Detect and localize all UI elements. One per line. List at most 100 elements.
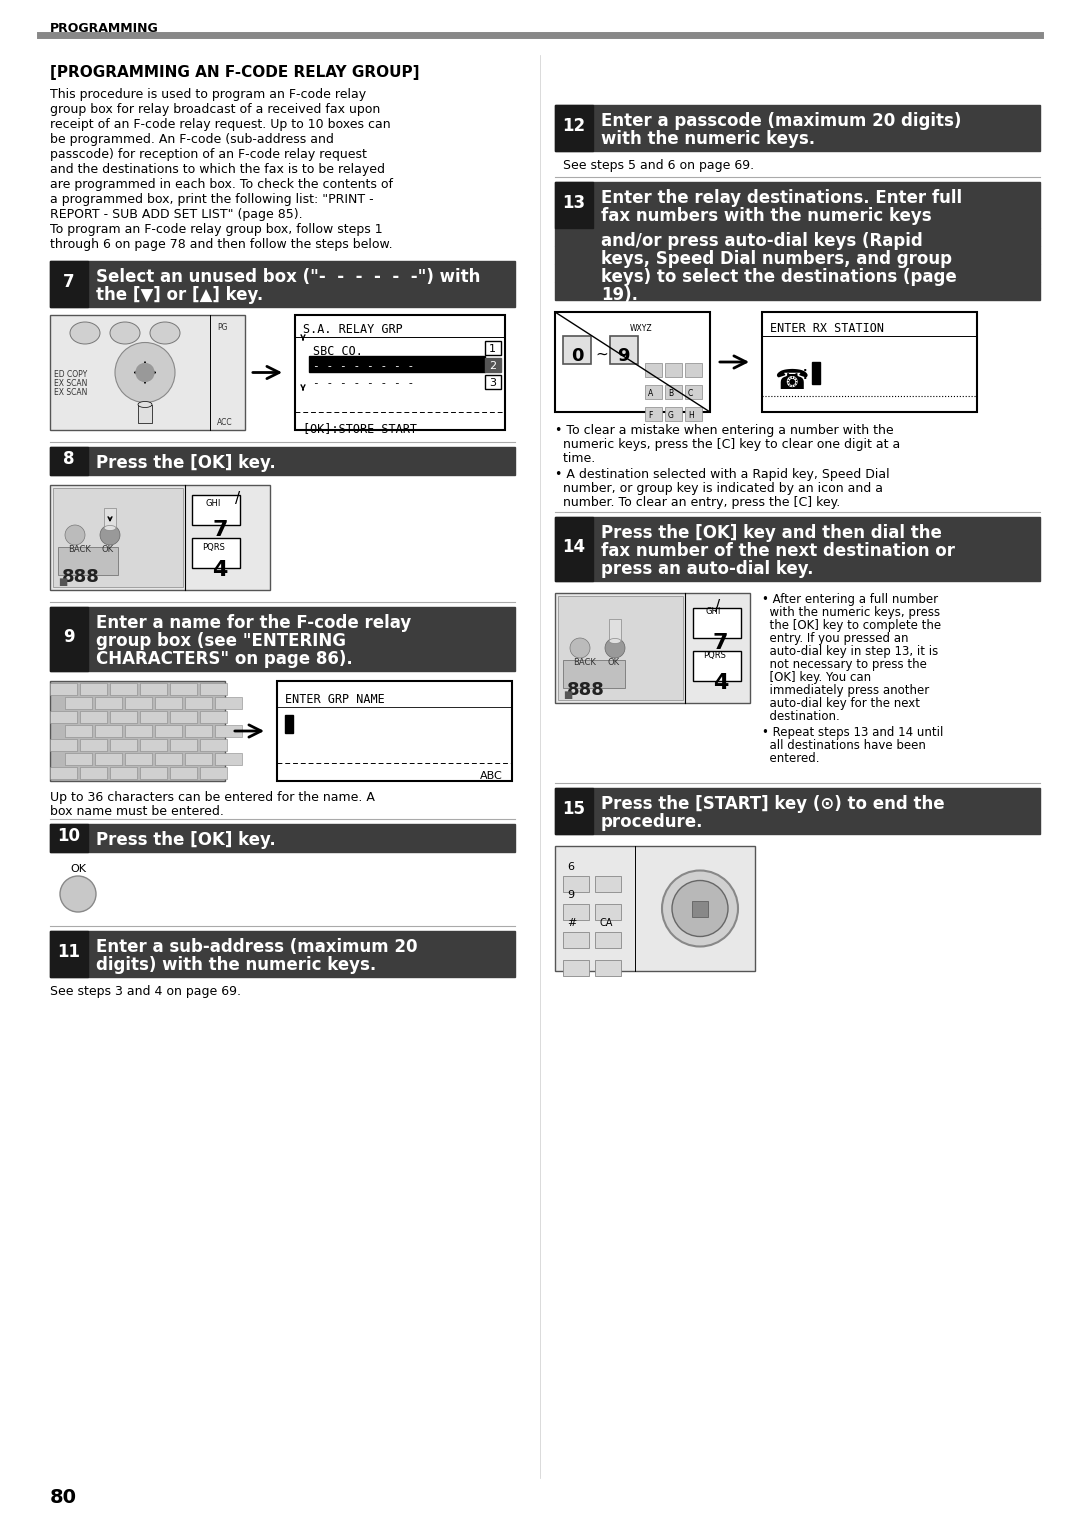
Text: Enter a name for the F-code relay: Enter a name for the F-code relay	[96, 614, 411, 633]
Text: and/or press auto-dial keys (Rapid: and/or press auto-dial keys (Rapid	[600, 232, 922, 251]
Circle shape	[136, 364, 154, 382]
Text: 9: 9	[567, 889, 575, 900]
Bar	[80, 711, 107, 723]
Text: CHARACTERS" on page 86).: CHARACTERS" on page 86).	[96, 649, 353, 668]
Bar	[485, 358, 501, 371]
Bar	[95, 753, 122, 766]
Text: OK: OK	[70, 863, 86, 874]
Text: receipt of an F-code relay request. Up to 10 boxes can: receipt of an F-code relay request. Up t…	[50, 118, 391, 131]
Text: SBC CO.: SBC CO.	[313, 345, 363, 358]
Bar	[65, 697, 92, 709]
Text: 1: 1	[489, 344, 496, 354]
Bar	[645, 406, 662, 422]
Bar	[50, 711, 77, 723]
Text: WXYZ: WXYZ	[630, 324, 652, 333]
Text: OK: OK	[607, 659, 619, 668]
Text: H: H	[688, 411, 693, 420]
Text: box name must be entered.: box name must be entered.	[50, 805, 224, 817]
Text: the [OK] key to complete the: the [OK] key to complete the	[762, 619, 941, 633]
Bar	[595, 932, 621, 947]
Bar	[555, 182, 1040, 228]
Text: See steps 3 and 4 on page 69.: See steps 3 and 4 on page 69.	[50, 986, 241, 998]
Circle shape	[65, 526, 85, 545]
Bar	[50, 448, 87, 475]
Bar	[485, 341, 501, 354]
Ellipse shape	[138, 402, 152, 408]
Text: auto-dial key for the next: auto-dial key for the next	[762, 697, 920, 711]
Ellipse shape	[70, 322, 100, 344]
Bar	[595, 905, 621, 920]
Text: [OK] key. You can: [OK] key. You can	[762, 671, 872, 685]
Text: 10: 10	[57, 827, 81, 845]
Text: • A destination selected with a Rapid key, Speed Dial: • A destination selected with a Rapid ke…	[555, 468, 890, 481]
Text: 15: 15	[563, 801, 585, 817]
Text: PROGRAMMING: PROGRAMMING	[50, 21, 159, 35]
Text: are programmed in each box. To check the contents of: are programmed in each box. To check the…	[50, 177, 393, 191]
Text: passcode) for reception of an F-code relay request: passcode) for reception of an F-code rel…	[50, 148, 367, 160]
Bar	[665, 385, 681, 399]
Bar	[563, 876, 589, 892]
Bar	[215, 724, 242, 736]
Text: See steps 5 and 6 on page 69.: See steps 5 and 6 on page 69.	[563, 159, 754, 173]
Bar	[50, 740, 77, 750]
Circle shape	[672, 880, 728, 937]
Text: immediately press another: immediately press another	[762, 685, 929, 697]
Text: auto-dial key in step 13, it is: auto-dial key in step 13, it is	[762, 645, 939, 659]
Bar	[555, 847, 755, 970]
Bar	[95, 697, 122, 709]
Bar	[50, 931, 515, 976]
Bar	[95, 724, 122, 736]
Bar	[693, 651, 741, 681]
Bar	[156, 724, 183, 736]
Text: press an auto-dial key.: press an auto-dial key.	[600, 559, 813, 578]
Text: time.: time.	[555, 452, 595, 465]
Text: PG: PG	[217, 322, 228, 332]
Text: not necessary to press the: not necessary to press the	[762, 659, 927, 671]
Text: 888: 888	[567, 681, 605, 698]
Bar	[125, 697, 152, 709]
Text: ENTER RX STATION: ENTER RX STATION	[770, 322, 885, 335]
Bar	[555, 788, 1040, 834]
Bar	[595, 876, 621, 892]
Text: ☎: ☎	[774, 367, 809, 396]
Bar	[170, 711, 197, 723]
Bar	[53, 487, 183, 587]
Bar	[563, 336, 591, 364]
Text: Enter a passcode (maximum 20 digits): Enter a passcode (maximum 20 digits)	[600, 112, 961, 130]
Text: 13: 13	[563, 194, 585, 212]
Bar	[555, 283, 1040, 299]
Bar	[276, 681, 512, 781]
Text: fax number of the next destination or: fax number of the next destination or	[600, 542, 955, 559]
Text: BACK: BACK	[68, 545, 91, 555]
Bar	[50, 484, 270, 590]
Text: group box for relay broadcast of a received fax upon: group box for relay broadcast of a recei…	[50, 102, 380, 116]
Text: 7: 7	[212, 520, 228, 539]
Text: Press the [START] key (⊙) to end the: Press the [START] key (⊙) to end the	[600, 795, 945, 813]
Bar	[65, 753, 92, 766]
Bar	[192, 495, 240, 526]
Text: destination.: destination.	[762, 711, 840, 723]
Text: 19).: 19).	[600, 286, 638, 304]
Bar	[140, 740, 167, 750]
Bar	[50, 767, 77, 779]
Bar	[555, 182, 593, 228]
Bar	[50, 261, 87, 307]
Text: Press the [OK] key.: Press the [OK] key.	[96, 454, 275, 472]
Bar	[665, 406, 681, 422]
Text: CA: CA	[599, 918, 612, 927]
Text: ~: ~	[595, 347, 608, 362]
Bar	[156, 697, 183, 709]
Text: - - - - - - - -: - - - - - - - -	[313, 361, 415, 371]
Text: /: /	[235, 490, 240, 506]
Bar	[156, 753, 183, 766]
Bar	[563, 932, 589, 947]
Bar	[685, 385, 702, 399]
Text: 14: 14	[563, 538, 585, 556]
Text: • Repeat steps 13 and 14 until: • Repeat steps 13 and 14 until	[762, 726, 943, 740]
Text: A: A	[648, 390, 653, 397]
Text: REPORT - SUB ADD SET LIST" (page 85).: REPORT - SUB ADD SET LIST" (page 85).	[50, 208, 302, 222]
Text: ENTER GRP NAME: ENTER GRP NAME	[285, 694, 384, 706]
Bar	[555, 228, 1040, 246]
Bar	[110, 740, 137, 750]
Text: numeric keys, press the [C] key to clear one digit at a: numeric keys, press the [C] key to clear…	[555, 439, 901, 451]
